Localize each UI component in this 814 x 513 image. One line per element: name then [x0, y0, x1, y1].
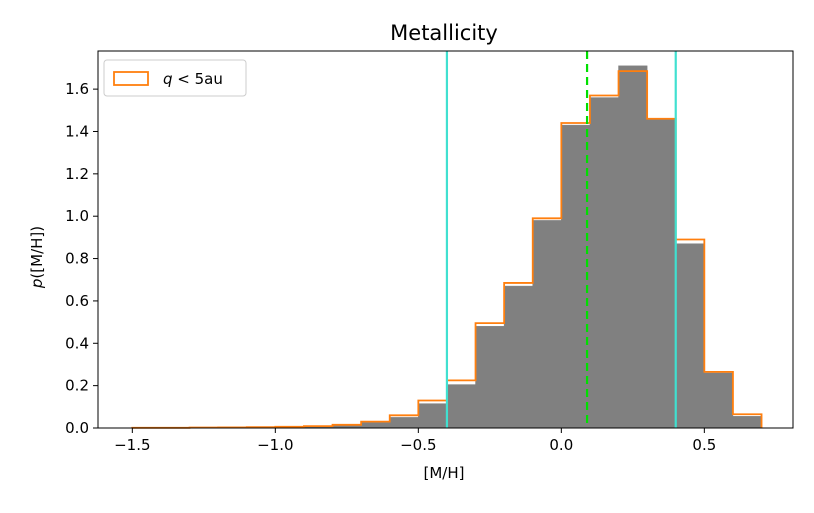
y-tick-label: 1.2	[65, 165, 89, 183]
y-tick-label: 0.0	[65, 419, 89, 437]
x-tick-label: −1.5	[114, 436, 150, 454]
x-tick-label: −1.0	[257, 436, 293, 454]
histogram-bar	[646, 118, 676, 429]
y-axis-label-symbol: p	[28, 279, 46, 290]
histogram-bar	[389, 417, 419, 429]
x-axis-ticks: −1.5 −1.0 −0.5 0.0 0.5	[114, 428, 716, 454]
histogram-bar	[418, 403, 448, 429]
histogram-bar	[589, 97, 619, 429]
x-tick-label: 0.5	[692, 436, 716, 454]
chart-title: Metallicity	[390, 21, 498, 45]
reference-lines	[445, 51, 677, 428]
histogram-bar	[561, 124, 591, 429]
axes-frame	[97, 50, 794, 429]
legend-swatch-q-lt-5au	[113, 71, 149, 86]
histogram-bar	[360, 422, 390, 429]
y-tick-label: 1.6	[65, 80, 89, 98]
y-axis-label-text: ([M/H])	[28, 226, 46, 279]
y-tick-label: 1.4	[65, 122, 89, 140]
histogram-bar	[732, 416, 762, 429]
x-tick-label: 0.0	[549, 436, 573, 454]
histogram-bar	[532, 220, 562, 429]
y-axis-label: p([M/H])	[28, 226, 46, 289]
plot-area	[131, 65, 763, 429]
histogram-bar	[704, 372, 734, 429]
legend-label-text: < 5au	[173, 70, 223, 88]
legend-label-q-lt-5au: q < 5au	[163, 70, 223, 88]
y-tick-label: 1.0	[65, 207, 89, 225]
legend: q < 5au	[103, 59, 247, 97]
x-axis-label: [M/H]	[424, 464, 465, 482]
y-tick-label: 0.8	[65, 250, 89, 268]
legend-box	[103, 59, 247, 97]
y-tick-label: 0.6	[65, 292, 89, 310]
y-tick-label: 0.4	[65, 334, 89, 352]
histogram-bar	[475, 326, 505, 429]
x-tick-label: −0.5	[400, 436, 436, 454]
y-axis-ticks: 0.0 0.2 0.4 0.6 0.8 1.0 1.2 1.4 1.6	[65, 80, 98, 437]
y-tick-label: 0.2	[65, 377, 89, 395]
legend-label-symbol: q	[163, 70, 173, 88]
histogram-bar	[675, 243, 705, 429]
histogram-bar	[446, 384, 476, 429]
histogram-bar	[618, 65, 648, 429]
histogram-bar	[503, 285, 533, 429]
